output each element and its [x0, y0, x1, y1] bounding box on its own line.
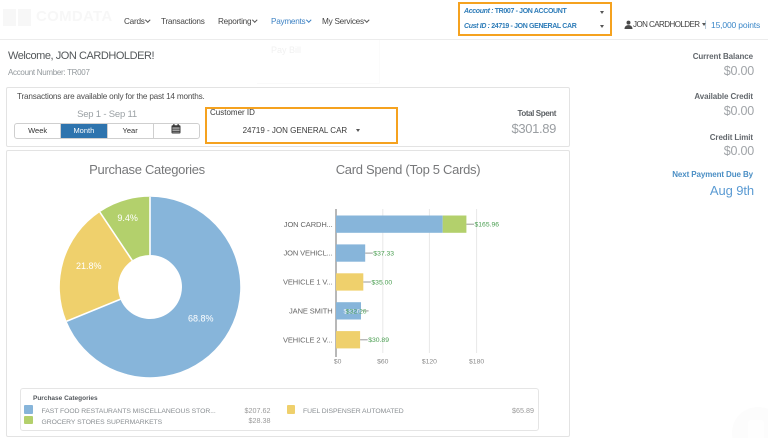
svg-text:JANE SMITH: JANE SMITH: [289, 307, 333, 316]
svg-text:68.8%: 68.8%: [188, 314, 214, 324]
svg-text:9.4%: 9.4%: [117, 213, 138, 223]
svg-text:$35.00: $35.00: [371, 279, 392, 286]
svg-text:$32.26: $32.26: [346, 308, 367, 315]
svg-text:JON CARDH...: JON CARDH...: [284, 220, 333, 229]
svg-text:JON VEHICL...: JON VEHICL...: [283, 249, 332, 258]
svg-text:$60: $60: [377, 359, 389, 366]
svg-text:VEHICLE 2 V...: VEHICLE 2 V...: [283, 335, 333, 344]
svg-text:VEHICLE 1 V...: VEHICLE 1 V...: [283, 278, 333, 287]
svg-text:$165.96: $165.96: [475, 222, 500, 229]
svg-text:$180: $180: [469, 359, 484, 366]
svg-text:$120: $120: [422, 359, 437, 366]
svg-text:$37.33: $37.33: [373, 251, 394, 258]
svg-text:$32.08: $32.08: [344, 308, 365, 315]
svg-text:21.8%: 21.8%: [76, 261, 102, 271]
svg-text:$0: $0: [334, 359, 342, 366]
svg-text:$30.89: $30.89: [368, 337, 389, 344]
